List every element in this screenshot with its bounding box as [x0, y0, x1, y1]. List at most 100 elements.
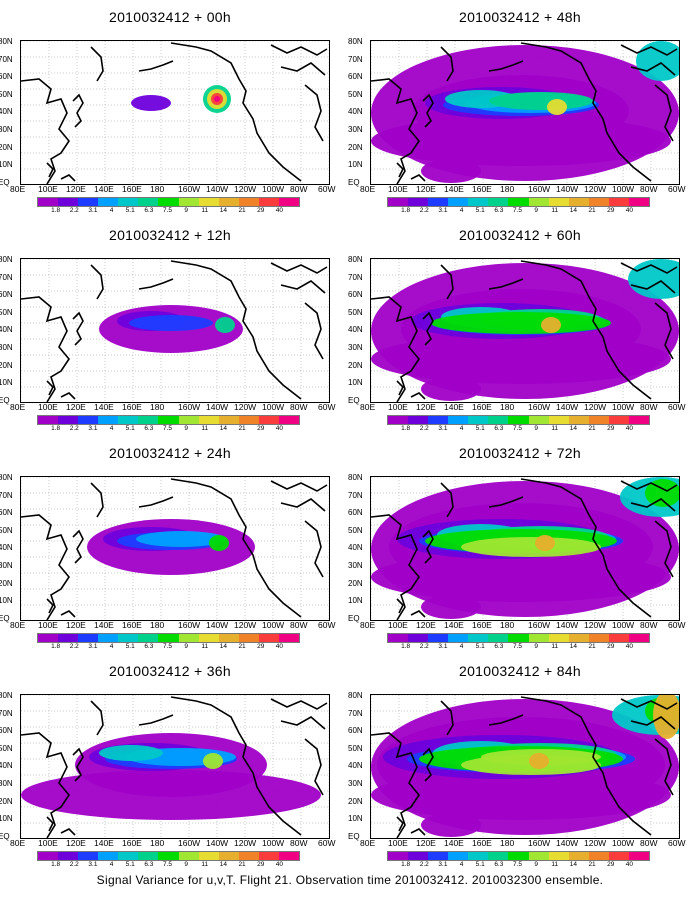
colorbar-swatch: [548, 634, 569, 642]
colorbar-swatch: [138, 416, 159, 424]
variance-contour: [209, 535, 229, 551]
colorbar-swatch: [408, 634, 429, 642]
latitude-label: 40N: [348, 761, 363, 771]
coastline: [440, 700, 454, 736]
longitude-label: 180: [500, 402, 515, 412]
panel-title: 2010032412 + 24h: [109, 445, 231, 461]
latitude-label: 30N: [348, 779, 363, 788]
coastline: [488, 278, 524, 290]
longitude-label: 160W: [178, 838, 201, 848]
latitude-label: 60N: [0, 726, 13, 736]
coastline: [270, 698, 328, 710]
variance-contour: [547, 99, 567, 115]
longitude-label: 80W: [290, 402, 308, 412]
longitude-label: 100E: [388, 184, 408, 194]
longitude-label: 80E: [10, 402, 26, 412]
colorbar-swatch: [388, 416, 409, 424]
colorbar-label: 5.1: [125, 861, 135, 868]
coastline: [371, 514, 420, 620]
latitude-label: 60N: [0, 72, 13, 82]
longitude-label: 160E: [472, 838, 492, 848]
colorbar-swatch: [508, 198, 529, 206]
longitude-label: 140W: [556, 838, 579, 848]
variance-contour: [214, 96, 220, 102]
coastline: [304, 302, 324, 360]
colorbar-label: 9: [184, 861, 188, 868]
latitude-label: 70N: [0, 708, 13, 718]
longitude-label: 100W: [262, 184, 285, 194]
longitude-label: 120W: [584, 620, 607, 630]
longitude-label: 60W: [668, 838, 686, 848]
longitude-label: 160E: [122, 184, 142, 194]
longitude-label: 60W: [668, 620, 686, 630]
colorbar-label: 3.1: [438, 643, 448, 650]
colorbar-label: 29: [607, 861, 615, 868]
coastline: [371, 78, 420, 184]
longitude-label: 160W: [528, 620, 551, 630]
longitude-label: 120W: [234, 402, 257, 412]
colorbar-swatch: [58, 198, 79, 206]
colorbar-swatch: [568, 416, 589, 424]
colorbar-label: 21: [588, 207, 596, 214]
longitude-label: 160E: [122, 620, 142, 630]
colorbar-label: 5.1: [475, 207, 485, 214]
coastline: [422, 529, 434, 564]
colorbar-swatch: [488, 634, 509, 642]
coastline: [520, 42, 652, 182]
colorbar-swatch: [238, 852, 259, 860]
coastline: [90, 264, 104, 300]
latitude-label: 30N: [0, 343, 13, 352]
variance-contour: [129, 315, 213, 331]
latitude-label: 40N: [0, 107, 13, 117]
colorbar-label: 40: [275, 425, 283, 432]
colorbar-swatch: [548, 416, 569, 424]
longitude-label: 100E: [38, 620, 58, 630]
colorbar-label: 9: [184, 207, 188, 214]
colorbar-label: 2.2: [69, 643, 79, 650]
longitude-label: 100W: [612, 402, 635, 412]
colorbar-label: 4: [459, 207, 464, 214]
colorbar-label: 6.3: [494, 207, 504, 214]
colorbar-swatch: [98, 634, 119, 642]
colorbar: [387, 415, 650, 425]
latitude-label: 10N: [0, 160, 13, 170]
latitude-label: 20N: [0, 360, 13, 370]
colorbar-swatch: [568, 634, 589, 642]
colorbar-label: 21: [588, 425, 596, 432]
coastline: [654, 738, 674, 796]
coastline: [630, 280, 676, 294]
colorbar-label: 6.3: [494, 861, 504, 868]
variance-contour: [215, 317, 235, 333]
panel-title: 2010032412 + 00h: [109, 9, 231, 25]
latitude-label: 80N: [0, 37, 13, 46]
colorbar-label: 9: [184, 425, 188, 432]
map-plot: [20, 694, 330, 839]
longitude-label: 120W: [584, 838, 607, 848]
longitude-label: 120W: [234, 184, 257, 194]
longitude-label: 80W: [290, 184, 308, 194]
latitude-label: 30N: [0, 561, 13, 570]
coastline: [280, 716, 326, 730]
colorbar-label: 2.2: [69, 861, 79, 868]
coastline: [520, 260, 652, 400]
coastline: [280, 280, 326, 294]
colorbar-swatch: [448, 198, 469, 206]
colorbar-label: 11: [551, 861, 559, 868]
latitude-label: 10N: [348, 160, 363, 170]
latitude-label: 30N: [348, 125, 363, 134]
coastline: [138, 714, 174, 726]
latitude-label: 30N: [0, 125, 13, 134]
colorbar-swatch: [118, 198, 139, 206]
coastline: [280, 498, 326, 512]
longitude-label: 140E: [444, 838, 464, 848]
longitude-label: 100W: [262, 402, 285, 412]
latitude-label: 50N: [0, 525, 13, 535]
coastline: [488, 60, 524, 72]
colorbar-swatch: [238, 416, 259, 424]
coastline: [46, 816, 54, 832]
coastline: [630, 62, 676, 76]
longitude-label: 120E: [416, 402, 436, 412]
longitude-label: 140E: [94, 184, 114, 194]
colorbar-swatch: [428, 634, 449, 642]
colorbar-swatch: [608, 416, 629, 424]
